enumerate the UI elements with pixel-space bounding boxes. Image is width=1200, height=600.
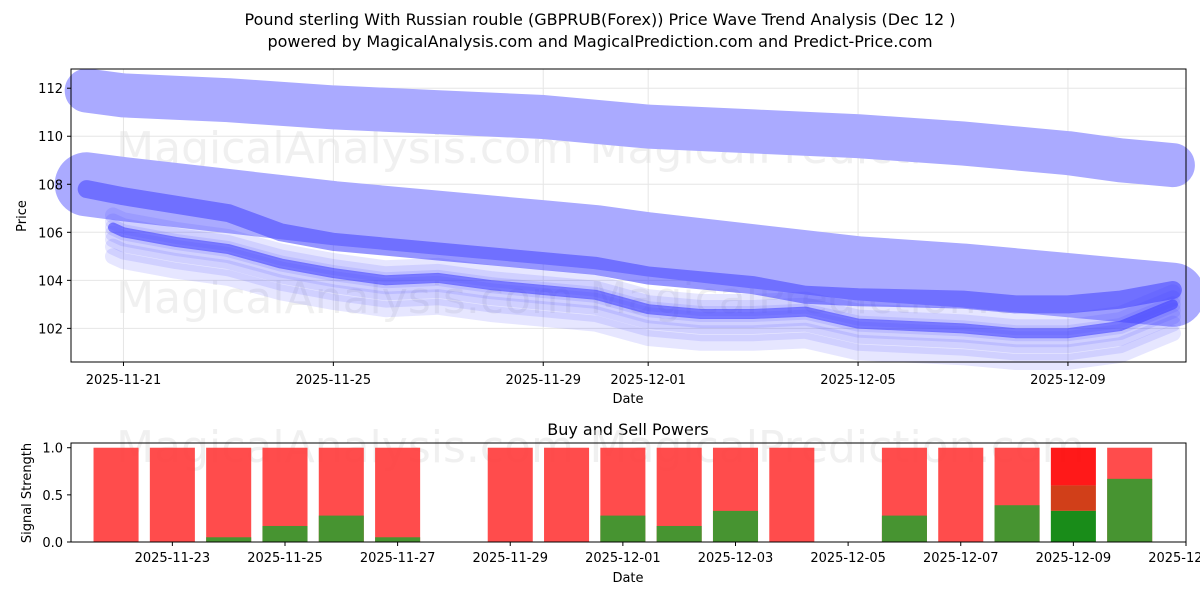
buy-bar [1050,510,1096,542]
series-price-wave-shadow [105,207,1181,330]
chart-title-line2: powered by MagicalAnalysis.com and Magic… [267,32,933,51]
buy-sell-bars [93,447,1153,542]
series-upper-band [64,68,1195,188]
buy-sell-x-ticks: 2025-11-23 2025-11-25 2025-11-27 2025-11-29… [135,542,1200,566]
buy-bar [1107,478,1153,542]
x-tick-label: 2025-11-23 [135,551,211,566]
buy-sell-y-axis-label: Signal Strength [20,443,35,543]
x-tick-label: 2025-11-25 [296,373,372,388]
series-price-wave-shadow [105,248,1181,370]
sell-bar [206,447,252,542]
x-tick-label: 2025-12-09 [1030,373,1106,388]
price-series [54,68,1200,370]
sell-bar [1050,447,1096,486]
buy-sell-axes-frame [70,442,1187,543]
x-tick-label: 2025-11-21 [86,373,162,388]
buy-bar [262,525,308,542]
y-tick-label: 108 [38,178,63,193]
price-wave-panel: MagicalAnalysis.com MagicalPrediction.co… [15,68,1200,407]
x-tick-label: 2025-11-27 [360,551,436,566]
sell-bar-overlap [1050,485,1096,511]
buy-sell-title: Buy and Sell Powers [547,420,709,439]
sell-bar [93,447,139,542]
series-price-wave-shadow [105,213,1181,336]
x-tick-label: 2025-12-05 [820,373,896,388]
x-tick-label: 2025-12-11 [1148,551,1200,566]
y-tick-label: 102 [38,322,63,337]
price-x-ticks: 2025-11-21 2025-11-25 2025-11-29 2025-12-01… [86,362,1106,388]
sell-bar [769,447,815,542]
price-axes-frame [70,68,1187,363]
price-x-axis-label: Date [612,392,643,407]
sell-bar [544,447,590,542]
buy-bar [656,525,702,542]
x-tick-label: 2025-11-25 [247,551,323,566]
x-tick-label: 2025-12-03 [698,551,774,566]
x-tick-label: 2025-12-05 [810,551,886,566]
chart-title-line1: Pound sterling With Russian rouble (GBPR… [244,10,956,29]
series-price-wave-shadow [105,225,1181,348]
series-trend [77,180,1182,314]
price-y-axis-label: Price [15,200,30,232]
buy-bar [712,510,759,542]
x-tick-label: 2025-12-07 [923,551,999,566]
y-tick-label: 110 [38,130,63,145]
sell-bar [938,447,984,542]
x-tick-label: 2025-11-29 [472,551,548,566]
series-middle-band [54,152,1200,327]
x-tick-label: 2025-12-09 [1036,551,1112,566]
buy-sell-x-axis-label: Date [612,571,643,586]
sell-bar [149,447,195,542]
buy-bar [881,515,927,542]
y-tick-label: 0.0 [42,536,63,551]
series-price-wave-shadow [105,238,1181,361]
y-tick-label: 0.5 [42,489,63,504]
x-tick-label: 2025-12-01 [585,551,661,566]
buy-bar [994,505,1040,542]
buy-sell-panel: Buy and Sell Powers MagicalAnalysis.com … [20,420,1200,586]
y-tick-label: 104 [38,274,63,289]
buy-bar [206,537,252,542]
series-price-wave [108,222,1178,339]
sell-bar [375,447,421,542]
y-tick-label: 106 [38,226,63,241]
buy-sell-y-ticks: 0.0 0.5 1.0 [42,442,71,551]
buy-bar [375,537,421,542]
y-tick-label: 112 [38,82,63,97]
series-price-wave-shadow [105,231,1181,354]
price-y-ticks: 102 104 106 108 110 112 [38,82,71,337]
buy-bar [318,515,364,542]
y-tick-label: 1.0 [42,442,63,457]
x-tick-label: 2025-12-01 [610,373,686,388]
sell-bar [487,447,533,542]
buy-bar [600,515,646,542]
x-tick-label: 2025-11-29 [505,373,581,388]
